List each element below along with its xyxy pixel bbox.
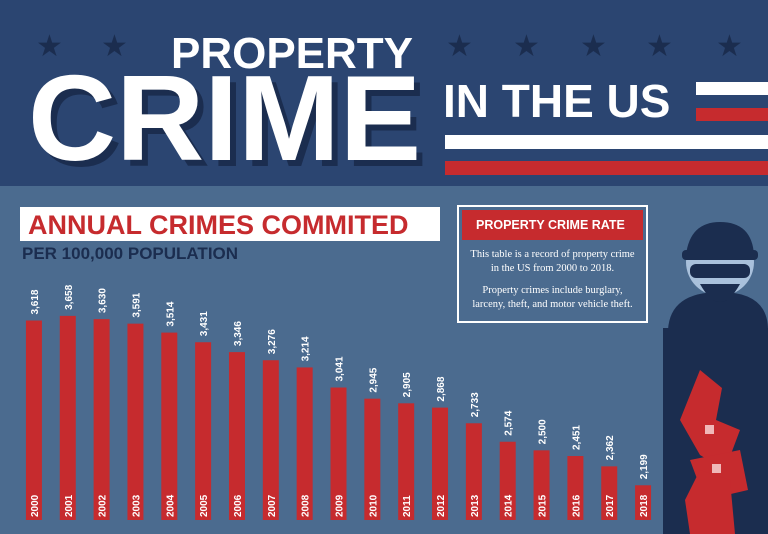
- x-tick-label: 2014: [504, 494, 515, 517]
- bar: [25, 320, 42, 520]
- subtitle-box: [20, 207, 440, 241]
- svg-text:★: ★: [446, 30, 473, 63]
- svg-text:★: ★: [513, 30, 540, 63]
- bar: [262, 360, 279, 520]
- value-label: 2,868: [436, 376, 447, 401]
- x-tick-label: 2008: [301, 494, 312, 517]
- stripe: [696, 108, 768, 121]
- svg-text:★: ★: [101, 30, 128, 63]
- x-tick-label: 2016: [571, 494, 582, 517]
- stars: ★ ★ ★ ★ ★ ★ ★: [36, 30, 743, 63]
- stripe: [445, 135, 768, 149]
- bar: [499, 441, 516, 520]
- value-label: 3,276: [267, 329, 278, 354]
- chart-subtitle: PER 100,000 POPULATION: [22, 244, 238, 263]
- bar: [127, 323, 144, 520]
- x-tick-label: 2012: [436, 494, 447, 517]
- bar: [567, 456, 584, 520]
- svg-text:★: ★: [580, 30, 607, 63]
- svg-text:★: ★: [36, 30, 63, 63]
- bar: [93, 319, 110, 520]
- info-box: PROPERTY CRIME RATE This table is a reco…: [457, 205, 648, 323]
- value-label: 2,451: [571, 425, 582, 450]
- value-label: 2,500: [538, 419, 549, 444]
- x-tick-label: 2002: [98, 494, 109, 517]
- value-label: 2,733: [470, 392, 481, 417]
- bar: [432, 407, 449, 520]
- bar: [195, 342, 212, 520]
- info-text: This table is a record of property crime…: [470, 249, 635, 274]
- burglar: [663, 222, 768, 534]
- x-tick-label: 2000: [30, 494, 41, 517]
- x-tick-label: 2010: [368, 494, 379, 517]
- x-tick-label: 2004: [165, 494, 176, 517]
- title-line1: PROPERTY: [171, 29, 413, 78]
- value-label: 3,346: [233, 321, 244, 346]
- bar: [59, 315, 76, 520]
- bar: [601, 466, 618, 520]
- bar: [228, 352, 245, 520]
- value-label: 3,431: [199, 311, 210, 336]
- bar: [330, 387, 347, 520]
- bar: [533, 450, 550, 520]
- title-line3: IN THE US: [443, 75, 670, 127]
- value-label: 2,362: [605, 435, 616, 460]
- value-label: 3,514: [165, 301, 176, 326]
- x-tick-label: 2017: [605, 494, 616, 517]
- title-line2: CRIME: [28, 50, 421, 186]
- x-tick-label: 2003: [131, 494, 142, 517]
- value-label: 3,618: [30, 289, 41, 314]
- bar: [465, 423, 482, 520]
- value-label: 2,199: [639, 454, 650, 479]
- bar: [364, 398, 381, 520]
- x-tick-label: 2001: [64, 494, 75, 517]
- value-label: 2,574: [504, 410, 515, 435]
- x-tick-label: 2009: [335, 494, 346, 517]
- header-band: [0, 0, 768, 186]
- x-tick-label: 2013: [470, 494, 481, 517]
- value-label: 3,658: [64, 284, 75, 309]
- title-shadow: CRIME: [34, 56, 427, 192]
- value-label: 3,214: [301, 336, 312, 361]
- info-text: Property crimes include burglary, larcen…: [472, 285, 633, 310]
- x-tick-label: 2015: [538, 494, 549, 517]
- bar: [161, 332, 178, 520]
- bar: [296, 367, 313, 520]
- bar: [398, 403, 415, 520]
- value-label: 3,591: [131, 292, 142, 317]
- value-label: 2,905: [402, 372, 413, 397]
- svg-text:★: ★: [716, 30, 743, 63]
- value-label: 3,630: [98, 288, 109, 313]
- chart-title: ANNUAL CRIMES COMMITED: [28, 210, 409, 240]
- x-tick-label: 2007: [267, 494, 278, 517]
- x-tick-label: 2006: [233, 494, 244, 517]
- x-tick-label: 2011: [402, 495, 413, 517]
- svg-text:★: ★: [646, 30, 673, 63]
- bar: [635, 485, 652, 520]
- x-tick-label: 2005: [199, 494, 210, 517]
- value-label: 2,945: [368, 367, 379, 392]
- stripe: [445, 161, 768, 175]
- stripe: [696, 82, 768, 95]
- x-tick-label: 2018: [639, 494, 650, 517]
- value-label: 3,041: [335, 356, 346, 381]
- info-title: PROPERTY CRIME RATE: [462, 210, 643, 240]
